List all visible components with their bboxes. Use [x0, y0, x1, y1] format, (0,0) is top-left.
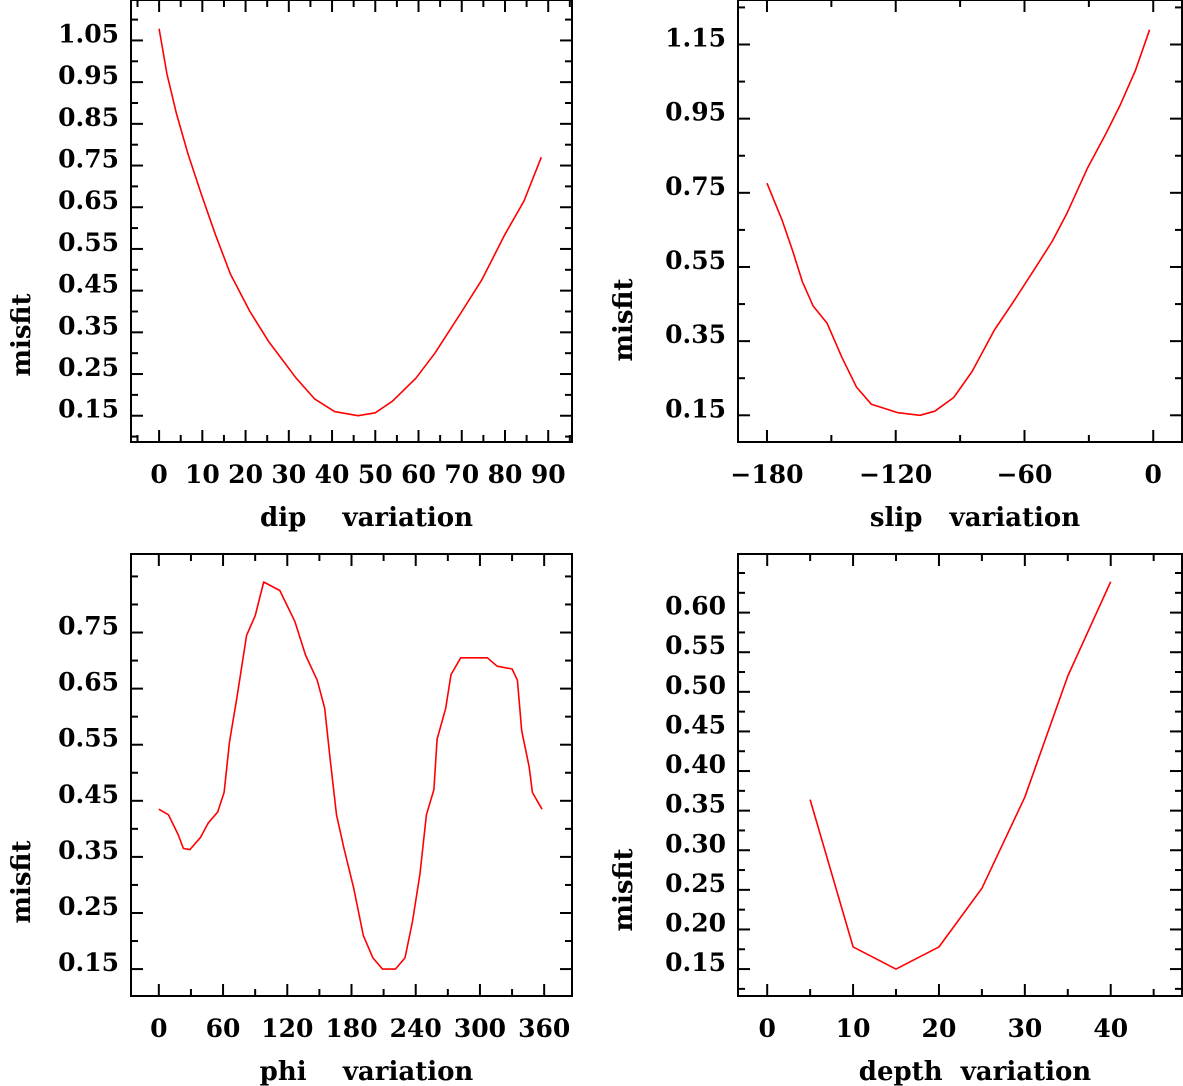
y-tick-label: 0.25: [665, 869, 726, 898]
y-tick-label: 0.40: [665, 750, 726, 779]
y-tick-label: 0.15: [665, 394, 726, 423]
x-tick-label: 60: [401, 460, 436, 489]
y-tick-label: 0.15: [665, 948, 726, 977]
y-tick-label: 0.75: [58, 612, 119, 641]
x-tick-label: 240: [390, 1014, 442, 1043]
y-tick-label: 1.05: [58, 19, 119, 48]
y-tick-label: 0.15: [58, 395, 119, 424]
y-tick-label: 0.35: [58, 836, 119, 865]
y-tick-label: 0.35: [665, 320, 726, 349]
y-tick-label: 0.75: [665, 172, 726, 201]
x-tick-label: 90: [531, 460, 566, 489]
y-tick-label: 0.30: [665, 829, 726, 858]
x-tick-label: −180: [730, 460, 803, 489]
x-tick-label: −120: [859, 460, 932, 489]
x-tick-label: 300: [454, 1014, 506, 1043]
y-tick-label: 0.55: [665, 631, 726, 660]
y-tick-label: 0.55: [58, 228, 119, 257]
x-tick-label: 10: [836, 1014, 871, 1043]
y-tick-label: 0.45: [58, 270, 119, 299]
x-tick-label: 40: [315, 460, 350, 489]
x-tick-label: 60: [206, 1014, 241, 1043]
y-tick-label: 0.95: [58, 61, 119, 90]
panel-dip: 0 10 20 30 40 50 60 70 80 90 0.15 0.25 0.35 0.45 0.55 0…: [7, 0, 573, 533]
y-tick-label: 0.95: [665, 98, 726, 127]
x-axis-label: phi variation: [260, 1057, 474, 1086]
y-axis-label: misfit: [609, 279, 639, 362]
y-tick-label: 0.55: [58, 724, 119, 753]
x-tick-label: −60: [997, 460, 1053, 489]
y-tick-label: 0.75: [58, 145, 119, 174]
y-tick-label: 1.15: [665, 23, 726, 52]
x-tick-label: 50: [358, 460, 393, 489]
y-tick-label: 0.85: [58, 103, 119, 132]
y-tick-label: 0.50: [665, 671, 726, 700]
y-tick-label: 0.15: [58, 948, 119, 977]
x-tick-label: 0: [758, 1014, 775, 1043]
y-tick-label: 0.45: [665, 710, 726, 739]
y-tick-label: 0.45: [58, 780, 119, 809]
y-tick-label: 0.60: [665, 592, 726, 621]
x-axis-label: depth variation: [859, 1057, 1092, 1086]
x-tick-label: 40: [1093, 1014, 1128, 1043]
y-tick-label: 0.55: [665, 246, 726, 275]
misfit-curve-slip: [766, 29, 1151, 417]
y-tick-label: 0.20: [665, 908, 726, 937]
x-tick-label: 120: [261, 1014, 313, 1043]
x-axis-label: dip variation: [260, 503, 473, 533]
y-axis-label: misfit: [7, 294, 37, 377]
x-tick-label: 0: [150, 1014, 167, 1043]
panel-slip: −180 −120 −60 0 0.15 0.35 0.55 0.75 0.95 1.15 slip…: [609, 0, 1183, 533]
y-tick-label: 0.35: [58, 311, 119, 340]
x-tick-label: 30: [1007, 1014, 1042, 1043]
panel-depth: 0 10 20 30 40 0.15 0.20 0.25 0.30 0.35 0.40 0.45 0.5…: [609, 553, 1183, 1086]
plot-frame: [130, 553, 573, 997]
misfit-curve-phi: [158, 581, 543, 970]
y-axis-label: misfit: [7, 841, 37, 924]
x-tick-label: 20: [228, 460, 263, 489]
x-tick-label: 0: [1145, 460, 1162, 489]
misfit-curve-dip: [158, 28, 543, 417]
plot-frame: [737, 0, 1183, 443]
x-tick-label: 0: [150, 460, 167, 489]
x-tick-label: 360: [518, 1014, 570, 1043]
x-tick-label: 10: [185, 460, 220, 489]
y-tick-label: 0.65: [58, 668, 119, 697]
x-tick-label: 70: [444, 460, 479, 489]
x-tick-label: 80: [488, 460, 523, 489]
y-tick-label: 0.25: [58, 892, 119, 921]
panel-phi: 0 60 120 180 240 300 360 0.15 0.25 0.35 0.45 0.55 0.…: [7, 553, 573, 1086]
x-tick-label: 20: [922, 1014, 957, 1043]
plot-frame: [737, 553, 1183, 997]
x-tick-label: 180: [325, 1014, 377, 1043]
y-tick-label: 0.25: [58, 353, 119, 382]
y-tick-label: 0.65: [58, 186, 119, 215]
x-tick-label: 30: [271, 460, 306, 489]
x-axis-label: slip variation: [870, 503, 1080, 533]
y-axis-label: misfit: [609, 849, 639, 932]
misfit-curve-depth: [809, 581, 1112, 970]
plot-frame: [130, 0, 573, 443]
y-tick-label: 0.35: [665, 790, 726, 819]
